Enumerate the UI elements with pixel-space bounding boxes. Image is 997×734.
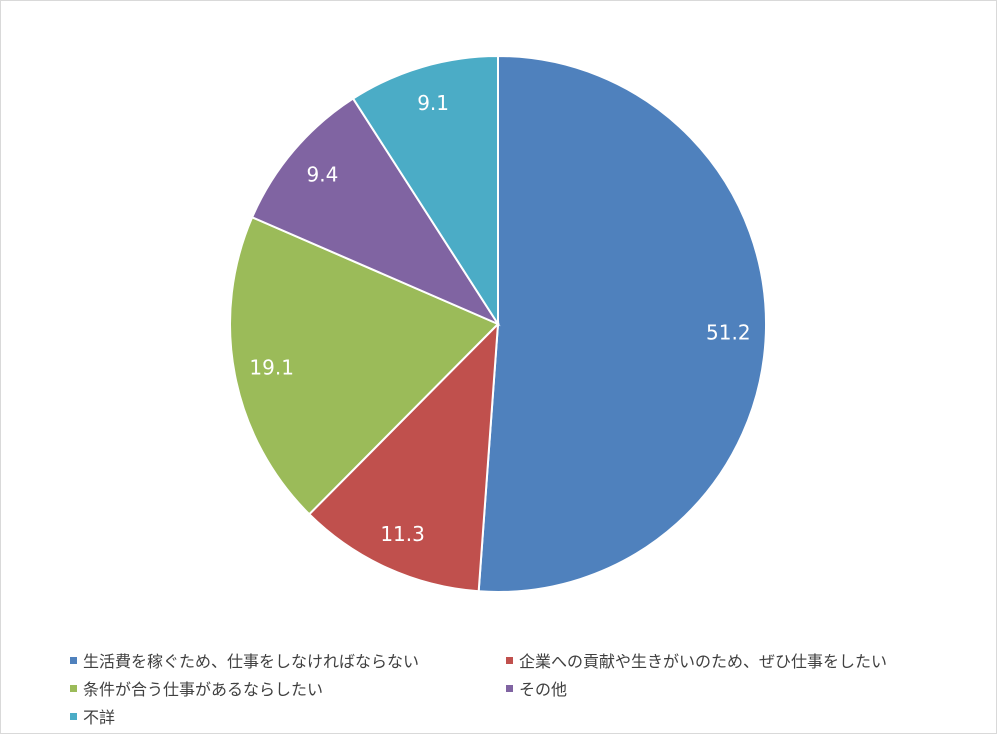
pie-data-labels: 51.2 11.3 19.1 9.4 9.1: [249, 91, 750, 546]
pie-slice-4: [351, 54, 499, 328]
legend-label-2: 条件が合う仕事があるならしたい: [83, 680, 324, 699]
legend-swatch-3: [506, 684, 513, 692]
legend-label-1: 企業への貢献や生きがいのため、ぜひ仕事をしたい: [519, 652, 888, 671]
legend-swatch-4: [70, 712, 77, 720]
data-label-1: 11.3: [380, 522, 425, 546]
pie-slice-3: [250, 97, 501, 327]
legend-item-4: 不詳: [70, 706, 116, 727]
pie-slice-2: [229, 215, 500, 516]
data-label-0: 51.2: [706, 320, 751, 344]
legend-item-3: その他: [506, 678, 568, 699]
legend-item-1: 企業への貢献や生きがいのため、ぜひ仕事をしたい: [506, 650, 888, 671]
pie-slice-1: [307, 321, 500, 593]
pie-slice-0: [477, 54, 768, 593]
data-label-3: 9.4: [306, 163, 338, 187]
legend-label-0: 生活費を稼ぐため、仕事をしなければならない: [83, 652, 420, 671]
legend-swatch-1: [506, 656, 513, 664]
legend-swatch-0: [70, 656, 77, 664]
pie-slices: [229, 54, 768, 593]
legend-item-0: 生活費を稼ぐため、仕事をしなければならない: [70, 650, 420, 671]
legend-item-2: 条件が合う仕事があるならしたい: [70, 678, 324, 699]
data-label-4: 9.1: [417, 91, 449, 115]
legend-label-4: 不詳: [83, 708, 116, 727]
legend-swatch-2: [70, 684, 77, 692]
data-label-2: 19.1: [249, 356, 294, 380]
legend-label-3: その他: [519, 680, 568, 699]
